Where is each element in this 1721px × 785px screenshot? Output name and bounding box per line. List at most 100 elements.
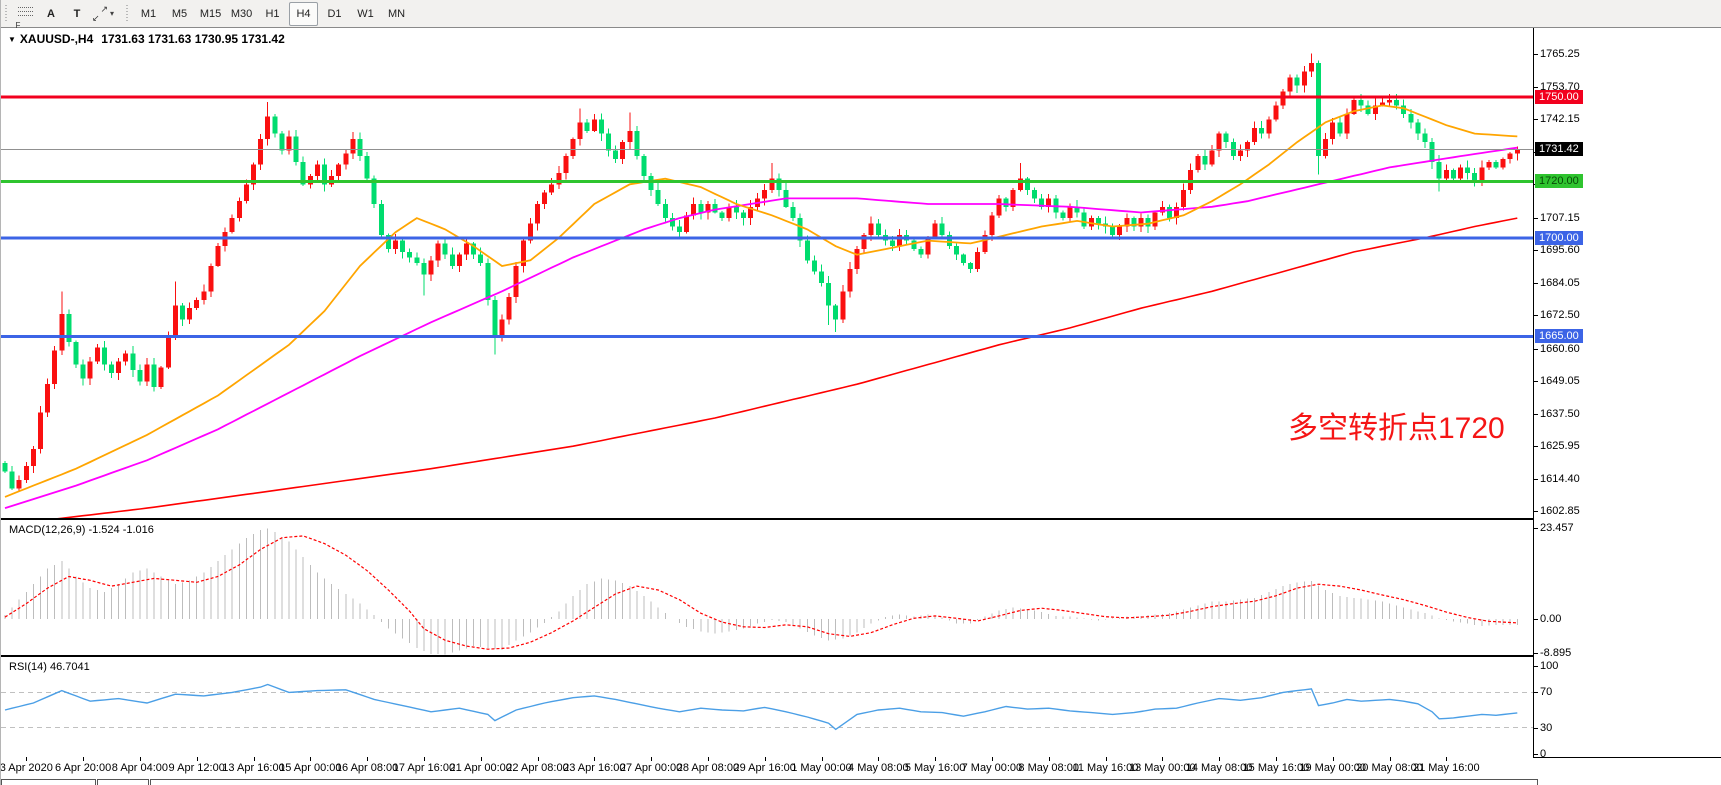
tf-button-mn[interactable]: MN — [387, 7, 406, 20]
price-tick-mark — [1534, 217, 1538, 219]
time-tick-label: 4 May 08:00 — [848, 762, 909, 774]
price-tick-mark — [1534, 315, 1538, 317]
price-axis[interactable]: 1765.251753.701742.151730.601719.051707.… — [1533, 28, 1721, 760]
price-tick-mark — [1534, 413, 1538, 415]
time-tick-mark — [878, 757, 880, 761]
chart-menu-caret-icon[interactable]: ▼ — [8, 35, 16, 44]
rsi-tick-mark — [1534, 754, 1538, 755]
time-tick-label: 8 Apr 04:00 — [111, 762, 169, 774]
time-tick-label: 6 Apr 20:00 — [54, 762, 112, 774]
time-tick-mark — [423, 757, 425, 761]
tf-button-w1[interactable]: W1 — [357, 7, 374, 20]
time-tick-mark — [1162, 757, 1164, 761]
price-tick-label: 1637.50 — [1540, 407, 1580, 420]
time-tick-label: 13 Apr 16:00 — [222, 762, 285, 774]
rsi-tick-mark — [1534, 692, 1538, 694]
time-tick-label: 23 Apr 16:00 — [563, 762, 626, 774]
tf-button-m5[interactable]: M5 — [171, 7, 188, 20]
time-tick-mark — [26, 757, 28, 761]
level-badge-1750.00: 1750.00 — [1535, 89, 1583, 104]
macd-label: MACD(12,26,9) -1.524 -1.016 — [9, 524, 154, 536]
time-tick-label: 15 Apr 00:00 — [279, 762, 342, 774]
time-tick-mark — [1105, 757, 1107, 761]
time-tick-label: 7 May 00:00 — [961, 762, 1023, 774]
time-tick-mark — [139, 757, 141, 761]
bottom-tab-strip — [1, 778, 1721, 785]
fibonacci-icon[interactable]: F — [13, 2, 37, 30]
text-label-icon[interactable]: T — [73, 7, 81, 20]
panel-separator-2[interactable] — [1, 655, 1721, 657]
price-tick-label: 1765.25 — [1540, 48, 1580, 61]
chart-tab-3[interactable] — [150, 779, 1538, 785]
time-tick-label: 27 Apr 00:00 — [619, 762, 683, 774]
time-tick-label: 13 May 00:00 — [1128, 762, 1196, 774]
price-tick-label: 1753.70 — [1540, 80, 1580, 93]
rsi-tick-label: 0 — [1540, 748, 1547, 760]
price-tick-mark — [1534, 348, 1538, 350]
tf-button-m15[interactable]: M15 — [199, 7, 222, 20]
time-tick-label: 21 Apr 00:00 — [449, 762, 512, 774]
price-tick-label: 1672.50 — [1540, 309, 1580, 322]
macd-tick-mark — [1534, 619, 1538, 621]
level-badge-1700.00: 1700.00 — [1535, 230, 1583, 245]
time-tick-label: 21 May 16:00 — [1412, 762, 1480, 774]
time-tick-mark — [1332, 757, 1334, 761]
rsi-tick-mark — [1534, 727, 1538, 729]
tf-button-m1[interactable]: M1 — [140, 7, 157, 20]
price-tick-label: 1649.05 — [1540, 375, 1580, 388]
moving-average — [57, 217, 1518, 518]
time-tick-label: 1 May 00:00 — [791, 762, 852, 774]
time-tick-mark — [764, 757, 766, 761]
current-price-badge: 1731.42 — [1535, 142, 1583, 157]
time-tick-label: 9 Apr 12:00 — [168, 762, 225, 774]
time-tick-mark — [480, 757, 482, 761]
time-axis[interactable]: 3 Apr 2020 6 Apr 20:00 8 Apr 04:00 9 Apr 12… — [1, 757, 1533, 778]
macd-panel-canvas[interactable] — [1, 520, 1533, 655]
toolbar-grip-2[interactable] — [124, 4, 132, 23]
level-badge-1720.00: 1720.00 — [1535, 174, 1583, 189]
price-tick-label: 1625.95 — [1540, 440, 1580, 453]
time-tick-label: 29 Apr 16:00 — [733, 762, 796, 774]
time-tick-mark — [367, 757, 369, 761]
rsi-label: RSI(14) 46.7041 — [9, 661, 90, 673]
tf-button-h1[interactable]: H1 — [265, 7, 280, 20]
price-tick-mark — [1534, 446, 1538, 448]
time-tick-mark — [935, 757, 937, 761]
time-tick-mark — [707, 757, 709, 761]
time-tick-label: 14 May 08:00 — [1185, 762, 1253, 774]
macd-signal-line — [4, 535, 1518, 650]
price-tick-mark — [1534, 250, 1538, 252]
time-tick-label: 17 Apr 16:00 — [392, 762, 456, 774]
rsi-tick-mark — [1534, 666, 1538, 667]
level-badge-1665.00: 1665.00 — [1535, 329, 1583, 344]
time-tick-mark — [991, 757, 993, 761]
drawing-tools-group: F A T ↗ ↙ ▾ — [12, 2, 116, 31]
time-tick-label: 5 May 16:00 — [904, 762, 966, 774]
arrow-objects-dropdown-caret[interactable]: ▾ — [110, 9, 115, 18]
time-tick-mark — [83, 757, 85, 761]
chart-tab-2[interactable] — [97, 779, 149, 785]
rsi-tick-label: 100 — [1540, 660, 1559, 672]
macd-tick-label: 0.00 — [1540, 613, 1562, 626]
panel-separator-1[interactable] — [1, 518, 1721, 520]
main-chart-canvas[interactable] — [1, 28, 1533, 518]
time-tick-mark — [1389, 757, 1391, 761]
price-tick-mark — [1534, 119, 1538, 121]
toolbar-grip[interactable] — [3, 4, 10, 23]
price-tick-label: 1695.60 — [1540, 244, 1580, 257]
chart-tab-1[interactable] — [1, 779, 96, 785]
rsi-panel-canvas[interactable] — [1, 657, 1533, 757]
tf-button-m30[interactable]: M30 — [230, 7, 253, 20]
text-annotation-icon[interactable]: A — [47, 7, 55, 20]
ohlc-values: 1731.63 1731.63 1730.95 1731.42 — [101, 32, 285, 46]
tf-button-d1[interactable]: D1 — [327, 7, 342, 20]
rsi-tick-label: 30 — [1540, 721, 1553, 734]
time-tick-mark — [1275, 757, 1277, 761]
tf-button-h4[interactable]: H4 — [289, 1, 319, 26]
time-tick-mark — [1219, 757, 1221, 761]
timeframe-buttons-group: M1 M5 M15 M30 H1 H4 D1 W1 MN — [133, 1, 412, 26]
toolbar: F A T ↗ ↙ ▾ M1 M5 M15 M30 H1 H4 D1 W1 MN — [1, 0, 1721, 31]
time-tick-label: 20 May 08:00 — [1356, 762, 1423, 774]
arrow-objects-icon[interactable]: ↗ ↙ ▾ — [92, 3, 115, 23]
